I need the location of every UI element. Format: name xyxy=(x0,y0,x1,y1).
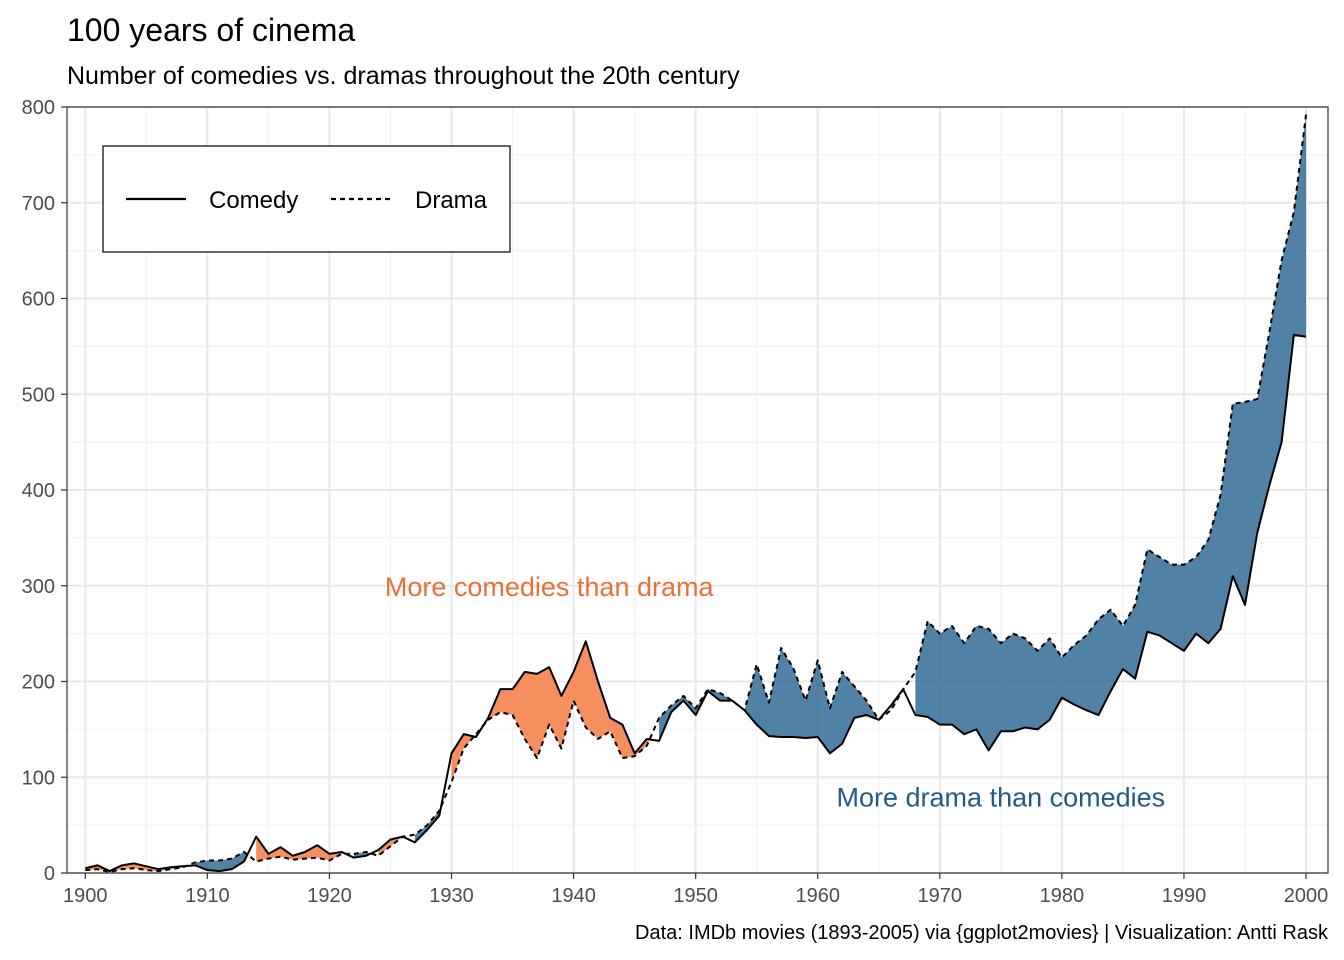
y-tick-label-0: 0 xyxy=(44,863,55,885)
y-tick-label-400: 400 xyxy=(22,480,55,502)
x-tick-label-1960: 1960 xyxy=(795,885,840,907)
legend-label-comedy: Comedy xyxy=(209,187,298,214)
ribbon-more-drama xyxy=(744,647,879,754)
x-tick-label-1940: 1940 xyxy=(551,885,596,907)
series-line-drama xyxy=(85,114,1308,874)
chart-title: 100 years of cinema xyxy=(67,12,355,48)
legend: Comedy Drama xyxy=(102,145,511,253)
y-tick-label-700: 700 xyxy=(22,193,55,215)
series-line-comedy xyxy=(85,333,1307,873)
ribbon-more-comedies xyxy=(256,836,346,862)
x-tick-label-1920: 1920 xyxy=(307,885,352,907)
x-tick-label-1970: 1970 xyxy=(918,885,963,907)
annotation-more-comedies: More comedies than drama xyxy=(385,572,715,602)
series-lines xyxy=(85,114,1308,874)
x-tick-label-1910: 1910 xyxy=(185,885,230,907)
y-tick-label-200: 200 xyxy=(22,672,55,694)
x-axis: 1900 1910 1920 1930 1940 1950 1960 1970 1980 1990… xyxy=(63,873,1328,907)
x-tick-label-1930: 1930 xyxy=(429,885,474,907)
x-tick-label-1990: 1990 xyxy=(1162,885,1207,907)
x-tick-label-2000: 2000 xyxy=(1284,885,1329,907)
y-tick-label-800: 800 xyxy=(22,97,55,119)
y-tick-label-100: 100 xyxy=(22,767,55,789)
y-axis: 0 100 200 300 400 500 600 700 800 xyxy=(22,97,67,885)
chart-caption: Data: IMDb movies (1893-2005) via {ggplo… xyxy=(635,922,1329,944)
y-tick-label-500: 500 xyxy=(22,384,55,406)
chart-subtitle: Number of comedies vs. dramas throughout… xyxy=(67,62,740,90)
ribbon-more-drama xyxy=(915,114,1307,751)
y-tick-label-600: 600 xyxy=(22,289,55,311)
x-tick-label-1900: 1900 xyxy=(63,885,108,907)
x-tick-label-1980: 1980 xyxy=(1040,885,1085,907)
ribbon-more-drama xyxy=(195,851,248,872)
y-tick-label-300: 300 xyxy=(22,576,55,598)
x-tick-label-1950: 1950 xyxy=(673,885,718,907)
legend-label-drama: Drama xyxy=(415,187,488,214)
ribbon-more-comedies xyxy=(488,641,650,759)
annotation-more-drama: More drama than comedies xyxy=(837,782,1166,812)
